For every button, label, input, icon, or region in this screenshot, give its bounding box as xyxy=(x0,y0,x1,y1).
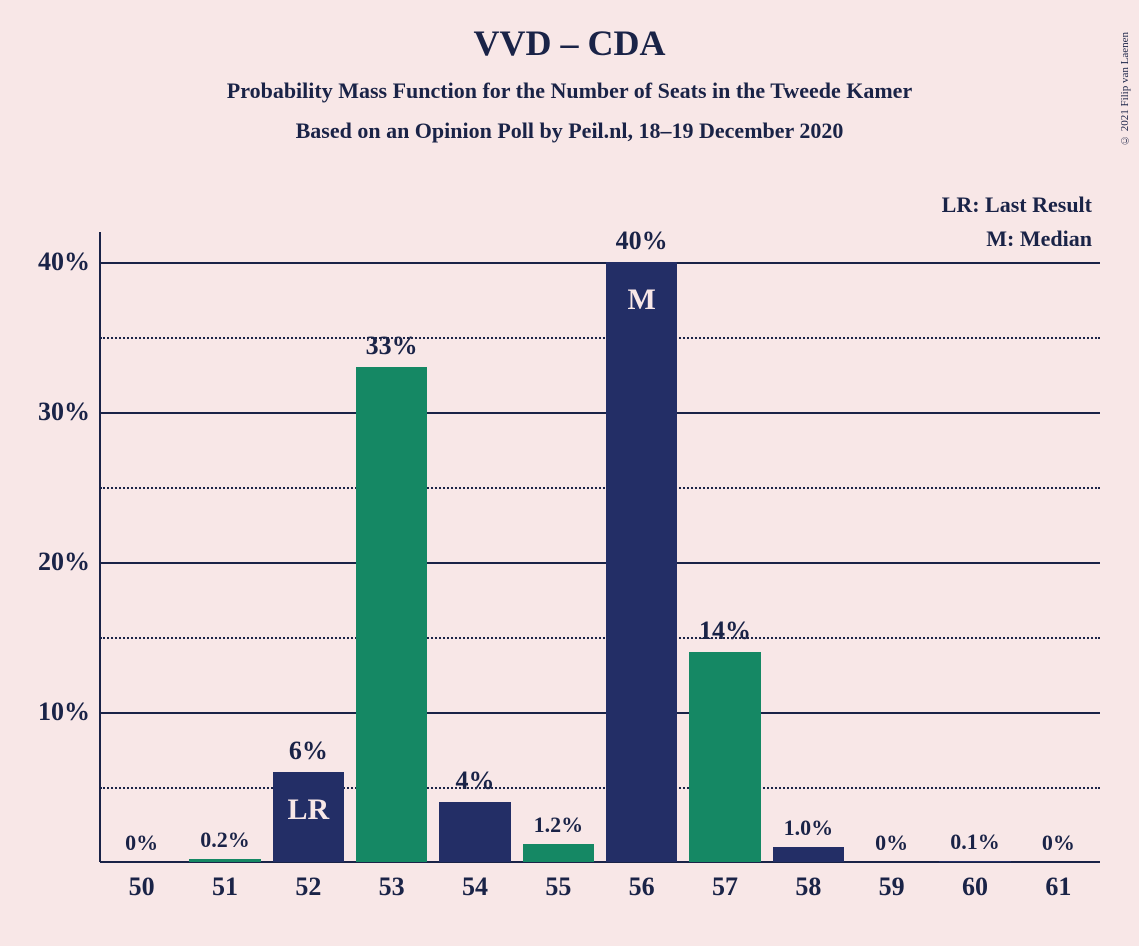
legend-m: M: Median xyxy=(986,226,1092,252)
gridline-major xyxy=(100,562,1100,564)
y-tick-label: 20% xyxy=(10,547,90,577)
bar xyxy=(523,844,595,862)
chart-subtitle-2: Based on an Opinion Poll by Peil.nl, 18–… xyxy=(0,118,1139,144)
bar-inset-label: M xyxy=(627,283,655,317)
bar-value-label: 0.2% xyxy=(200,827,250,853)
x-tick-label: 53 xyxy=(379,872,405,902)
x-tick-label: 60 xyxy=(962,872,988,902)
copyright-text: © 2021 Filip van Laenen xyxy=(1119,32,1131,146)
bar-inset-label: LR xyxy=(287,793,329,827)
gridline-minor xyxy=(100,787,1100,789)
gridline-major xyxy=(100,412,1100,414)
x-tick-label: 50 xyxy=(129,872,155,902)
x-tick-label: 54 xyxy=(462,872,488,902)
bar-value-label: 14% xyxy=(699,616,751,646)
y-tick-label: 30% xyxy=(10,397,90,427)
gridline-major xyxy=(100,262,1100,264)
bar-value-label: 6% xyxy=(289,736,328,766)
x-tick-label: 58 xyxy=(795,872,821,902)
x-tick-label: 51 xyxy=(212,872,238,902)
gridline-minor xyxy=(100,637,1100,639)
bar xyxy=(689,652,761,862)
x-tick-label: 61 xyxy=(1045,872,1071,902)
bar-value-label: 1.0% xyxy=(784,815,834,841)
plot-area: LR: Last Result M: Median 10%20%30%40%0%… xyxy=(100,232,1100,862)
bar-value-label: 0.1% xyxy=(950,829,1000,855)
x-tick-label: 57 xyxy=(712,872,738,902)
x-tick-label: 56 xyxy=(629,872,655,902)
bar xyxy=(439,802,511,862)
bar-value-label: 0% xyxy=(1042,830,1075,856)
legend-lr: LR: Last Result xyxy=(942,192,1092,218)
bar-value-label: 1.2% xyxy=(534,812,584,838)
gridline-minor xyxy=(100,487,1100,489)
y-tick-label: 10% xyxy=(10,697,90,727)
bar xyxy=(189,859,261,862)
bar xyxy=(356,367,428,862)
gridline-major xyxy=(100,712,1100,714)
bar-value-label: 33% xyxy=(366,331,418,361)
bar-value-label: 40% xyxy=(616,226,668,256)
y-axis-line xyxy=(99,232,101,862)
y-tick-label: 40% xyxy=(10,247,90,277)
bar-value-label: 0% xyxy=(875,830,908,856)
x-tick-label: 55 xyxy=(545,872,571,902)
chart-subtitle-1: Probability Mass Function for the Number… xyxy=(0,78,1139,104)
bar xyxy=(773,847,845,862)
bar-value-label: 0% xyxy=(125,830,158,856)
bar xyxy=(939,861,1011,863)
bar-value-label: 4% xyxy=(456,766,495,796)
chart-title: VVD – CDA xyxy=(0,22,1139,64)
x-tick-label: 59 xyxy=(879,872,905,902)
x-tick-label: 52 xyxy=(295,872,321,902)
gridline-minor xyxy=(100,337,1100,339)
bar xyxy=(606,262,678,862)
